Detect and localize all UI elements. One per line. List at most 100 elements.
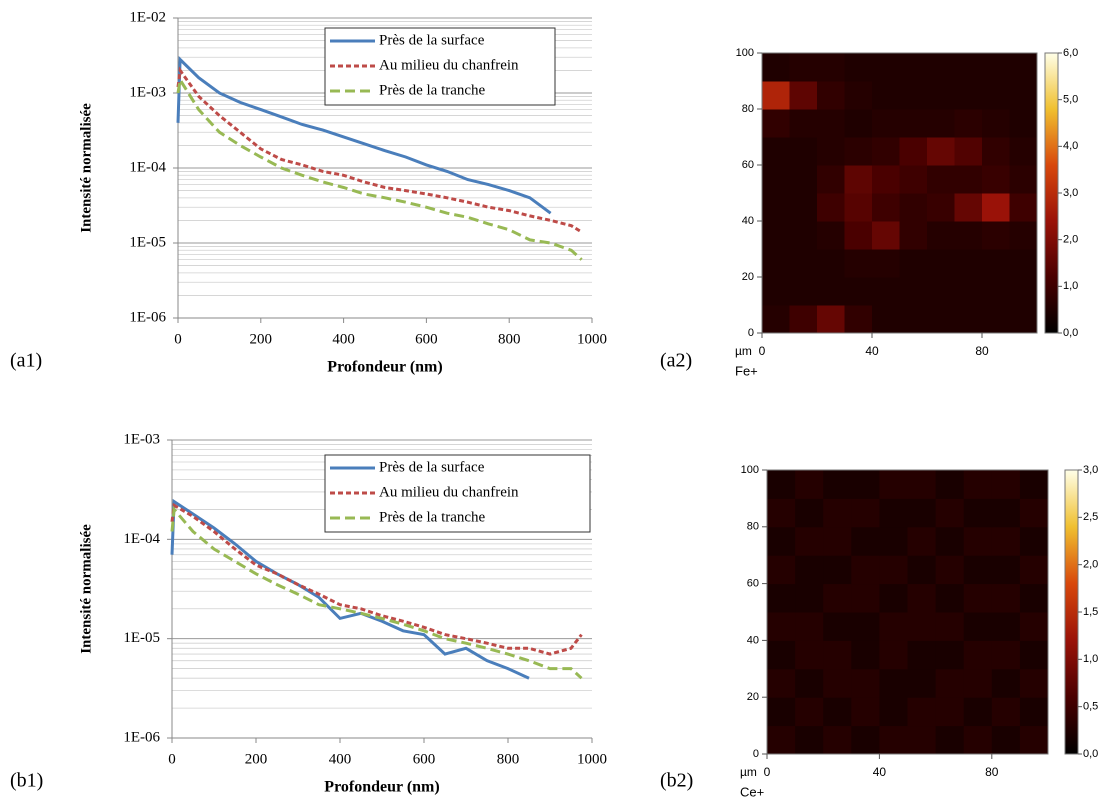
y-tick-label: 0	[753, 748, 759, 760]
y-tick-label: 0	[748, 327, 754, 339]
heatmap-cell	[789, 249, 818, 278]
heatmap-cell	[991, 498, 1021, 528]
heatmap-cell	[982, 193, 1010, 222]
heatmap-cell	[851, 725, 880, 755]
heatmap-cell	[844, 277, 873, 306]
y-tick-label: 100	[741, 464, 759, 476]
heatmap-cell	[844, 193, 873, 222]
legend-label: Au milieu du chanfrein	[379, 57, 519, 73]
heatmap-cell	[927, 137, 955, 166]
heatmap-cell	[879, 725, 908, 755]
heatmap-cell	[1009, 277, 1038, 306]
heatmap-cell	[872, 249, 900, 278]
y-tick-label: 1E-04	[129, 159, 166, 175]
heatmap-cell	[879, 526, 908, 556]
heatmap-cell	[879, 498, 908, 528]
heatmap-cell	[927, 109, 955, 138]
heatmap-cell	[767, 583, 796, 613]
x-tick-label: 800	[498, 331, 521, 347]
y-tick-label: 1E-06	[123, 729, 160, 745]
heatmap-cell	[872, 221, 900, 250]
x-tick-label: 200	[250, 331, 273, 347]
heatmap-cell	[762, 137, 790, 166]
heatmap-cell	[935, 612, 965, 641]
colorbar-tick-label: 1,5	[1083, 606, 1098, 618]
heatmap-cell	[762, 305, 790, 334]
heatmap-cell	[963, 725, 993, 755]
heatmap-cell	[982, 277, 1010, 306]
heatmap-cell	[823, 668, 852, 698]
plot-frame	[766, 469, 1049, 755]
heatmap-cell	[762, 193, 790, 222]
heatmap-cell	[823, 725, 852, 755]
heatmap-cell	[1009, 137, 1038, 166]
heatmap-cell	[991, 526, 1021, 556]
y-tick-label: 1E-04	[123, 531, 160, 547]
y-tick-label: 1E-05	[123, 630, 160, 646]
heatmap-cell	[954, 277, 983, 306]
heatmap-cell	[1009, 221, 1038, 250]
x-tick-label: 600	[413, 751, 436, 767]
heatmap-cell	[927, 277, 955, 306]
y-axis-label: Intensité normalisée	[78, 103, 94, 233]
heatmap-cell	[879, 668, 908, 698]
legend-label: Près de la surface	[379, 459, 485, 475]
series-line	[176, 75, 583, 261]
y-tick-label: 80	[742, 103, 754, 115]
heatmap-cell	[767, 697, 796, 727]
heatmap-cell	[817, 53, 845, 82]
heatmap-cell	[899, 81, 928, 110]
heatmap-cell	[879, 697, 908, 727]
heatmap-cell	[795, 612, 824, 641]
heatmap-cell	[817, 277, 845, 306]
heatmap-cell	[935, 640, 965, 670]
heatmap-cell	[963, 668, 993, 698]
heatmap-cell	[1009, 165, 1038, 194]
heatmap-cell	[795, 498, 824, 528]
colorbar-tick-label: 1,0	[1083, 653, 1098, 665]
y-tick-label: 100	[736, 47, 754, 59]
heatmap-cell	[899, 249, 928, 278]
heatmap-cell	[851, 470, 880, 499]
heatmap-cell	[982, 305, 1010, 334]
x-tick-label: 200	[245, 751, 268, 767]
heatmap-cell	[1009, 249, 1038, 278]
heatmap-cell	[817, 193, 845, 222]
heatmap-cell	[954, 305, 983, 334]
heatmap-cell	[927, 165, 955, 194]
heatmap-cell	[991, 612, 1021, 641]
heatmap-cell	[872, 277, 900, 306]
heatmap-cell	[1019, 668, 1049, 698]
heatmap-cell	[1019, 640, 1049, 670]
heatmap-cell	[795, 555, 824, 585]
y-tick-label: 60	[742, 159, 754, 171]
heatmap-cell	[991, 583, 1021, 613]
heatmap-cell	[851, 526, 880, 556]
heatmap-cell	[1019, 470, 1049, 499]
heatmap-cell	[762, 53, 790, 82]
heatmap-cell	[823, 498, 852, 528]
heatmap-cell	[762, 165, 790, 194]
heatmap-cell	[991, 725, 1021, 755]
heatmap-cell	[1019, 725, 1049, 755]
y-axis-label: Intensité normalisée	[78, 524, 94, 654]
y-tick-label: 40	[742, 215, 754, 227]
colorbar-tick-label: 6,0	[1063, 47, 1078, 59]
y-tick-label: 1E-02	[129, 9, 166, 25]
heatmap-cell	[789, 277, 818, 306]
heatmap-cell	[1009, 81, 1038, 110]
heatmap-cell	[963, 526, 993, 556]
series-line	[170, 502, 583, 656]
map-label: Fe+	[735, 363, 758, 378]
heatmap-cell	[954, 193, 983, 222]
heatmap-cell	[954, 81, 983, 110]
y-tick-label: 60	[747, 578, 759, 590]
heatmap-cell	[982, 109, 1010, 138]
heatmap-cell	[762, 81, 790, 110]
heatmap-cell	[767, 470, 796, 499]
heatmap-cell	[872, 53, 900, 82]
y-tick-label: 1E-03	[123, 431, 160, 447]
x-tick-label: 600	[415, 331, 438, 347]
heatmap-cell	[1019, 526, 1049, 556]
